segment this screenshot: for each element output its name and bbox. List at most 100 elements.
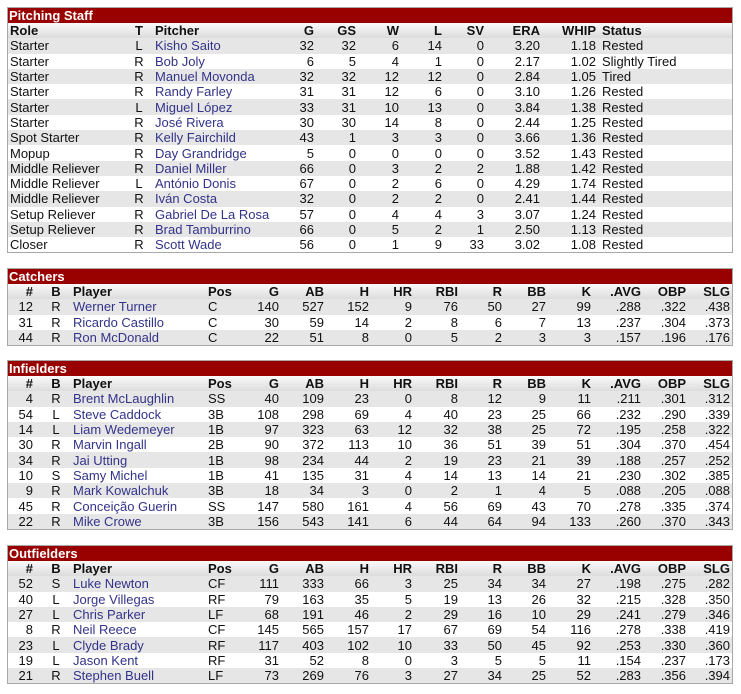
cell-h: 76: [326, 668, 371, 684]
column-header-obp[interactable]: OBP: [643, 284, 688, 300]
player-link[interactable]: Samy Michel: [71, 467, 206, 484]
player-link[interactable]: Miguel López: [150, 99, 280, 115]
player-link[interactable]: Scott Wade: [150, 237, 280, 253]
player-link[interactable]: António Donis: [150, 175, 280, 192]
player-link[interactable]: Kisho Saito: [150, 38, 280, 54]
player-link[interactable]: Brent McLaughlin: [71, 391, 206, 407]
player-link[interactable]: Manuel Movonda: [150, 68, 280, 85]
column-header-k[interactable]: K: [548, 284, 593, 300]
cell-ab: 234: [281, 452, 326, 468]
column-header-avg[interactable]: .AVG: [593, 376, 643, 392]
column-header-whip[interactable]: WHIP: [542, 23, 598, 39]
column-header-k[interactable]: K: [548, 561, 593, 577]
player-link[interactable]: Randy Farley: [150, 84, 280, 100]
player-link[interactable]: Brad Tamburrino: [150, 221, 280, 238]
player-link[interactable]: Daniel Miller: [150, 160, 280, 176]
column-header-g[interactable]: G: [246, 561, 281, 577]
column-header-slg[interactable]: SLG: [688, 561, 732, 577]
column-header-b[interactable]: B: [41, 284, 71, 300]
player-link[interactable]: Ricardo Castillo: [71, 314, 206, 330]
column-header-h[interactable]: H: [326, 561, 371, 577]
column-header-avg[interactable]: .AVG: [593, 284, 643, 300]
player-link[interactable]: Luke Newton: [71, 576, 206, 592]
player-link[interactable]: José Rivera: [150, 114, 280, 131]
player-link[interactable]: Clyde Brady: [71, 637, 206, 653]
player-link[interactable]: Werner Turner: [71, 299, 206, 315]
player-link[interactable]: Marvin Ingall: [71, 437, 206, 453]
cell-h: 31: [326, 467, 371, 484]
column-header-rbi[interactable]: RBI: [414, 284, 460, 300]
column-header-player[interactable]: Player: [71, 561, 206, 577]
column-header-slg[interactable]: SLG: [688, 376, 732, 392]
player-link[interactable]: Jorge Villegas: [71, 591, 206, 607]
column-header-obp[interactable]: OBP: [643, 376, 688, 392]
column-header-player[interactable]: Player: [71, 376, 206, 392]
column-header-role[interactable]: Role: [8, 23, 128, 39]
column-header-w[interactable]: W: [358, 23, 401, 39]
column-header-slg[interactable]: SLG: [688, 284, 732, 300]
cell-k: 116: [548, 622, 593, 638]
column-header-k[interactable]: K: [548, 376, 593, 392]
column-header-b[interactable]: B: [41, 561, 71, 577]
column-header-l[interactable]: L: [401, 23, 444, 39]
column-header-bb[interactable]: BB: [504, 376, 548, 392]
column-header-avg[interactable]: .AVG: [593, 561, 643, 577]
player-link[interactable]: Liam Wedemeyer: [71, 421, 206, 438]
cell-k: 51: [548, 437, 593, 453]
player-link[interactable]: Stephen Buell: [71, 668, 206, 684]
player-link[interactable]: Steve Caddock: [71, 406, 206, 422]
column-header-pos[interactable]: Pos: [206, 376, 246, 392]
column-header-sv[interactable]: SV: [444, 23, 486, 39]
column-header-num[interactable]: #: [8, 284, 41, 300]
column-header-num[interactable]: #: [8, 561, 41, 577]
player-link[interactable]: Conceição Guerin: [71, 498, 206, 514]
column-header-rbi[interactable]: RBI: [414, 376, 460, 392]
column-header-era[interactable]: ERA: [486, 23, 542, 39]
column-header-status[interactable]: Status: [598, 23, 732, 39]
column-header-g[interactable]: G: [246, 284, 281, 300]
table-row: 31 R Ricardo Castillo C 30 59 14 2 8 6 7 13.237.304…: [8, 314, 732, 330]
player-link[interactable]: Bob Joly: [150, 53, 280, 69]
player-link[interactable]: Gabriel De La Rosa: [150, 206, 280, 222]
column-header-ab[interactable]: AB: [281, 561, 326, 577]
column-header-bb[interactable]: BB: [504, 284, 548, 300]
column-header-t[interactable]: T: [128, 23, 150, 39]
column-header-g[interactable]: G: [280, 23, 316, 39]
column-header-r[interactable]: R: [460, 284, 504, 300]
column-header-pos[interactable]: Pos: [206, 561, 246, 577]
column-header-rbi[interactable]: RBI: [414, 561, 460, 577]
column-header-ab[interactable]: AB: [281, 284, 326, 300]
column-header-bb[interactable]: BB: [504, 561, 548, 577]
player-link[interactable]: Chris Parker: [71, 606, 206, 623]
column-header-r[interactable]: R: [460, 376, 504, 392]
player-link[interactable]: Day Grandridge: [150, 145, 280, 161]
column-header-obp[interactable]: OBP: [643, 561, 688, 577]
player-link[interactable]: Neil Reece: [71, 622, 206, 638]
column-header-pos[interactable]: Pos: [206, 284, 246, 300]
player-link[interactable]: Jason Kent: [71, 652, 206, 669]
column-header-hr[interactable]: HR: [371, 561, 414, 577]
cell-bb: 9: [504, 391, 548, 407]
column-header-ab[interactable]: AB: [281, 376, 326, 392]
player-link[interactable]: Mike Crowe: [71, 513, 206, 529]
player-link[interactable]: Jai Utting: [71, 452, 206, 468]
player-link[interactable]: Ron McDonald: [71, 329, 206, 346]
column-header-hr[interactable]: HR: [371, 376, 414, 392]
column-header-b[interactable]: B: [41, 376, 71, 392]
column-header-g[interactable]: G: [246, 376, 281, 392]
column-header-pitcher[interactable]: Pitcher: [150, 23, 280, 39]
cell-g: 98: [246, 452, 281, 468]
column-header-hr[interactable]: HR: [371, 284, 414, 300]
cell-role: Setup Reliever: [8, 206, 128, 222]
column-header-r[interactable]: R: [460, 561, 504, 577]
column-header-h[interactable]: H: [326, 284, 371, 300]
player-link[interactable]: Iván Costa: [150, 191, 280, 207]
column-header-h[interactable]: H: [326, 376, 371, 392]
column-header-player[interactable]: Player: [71, 284, 206, 300]
cell-b: S: [41, 576, 71, 592]
column-header-gs[interactable]: GS: [316, 23, 358, 39]
player-link[interactable]: Kelly Fairchild: [150, 130, 280, 146]
column-header-num[interactable]: #: [8, 376, 41, 392]
player-link[interactable]: Mark Kowalchuk: [71, 483, 206, 499]
cell-t: L: [128, 99, 150, 115]
